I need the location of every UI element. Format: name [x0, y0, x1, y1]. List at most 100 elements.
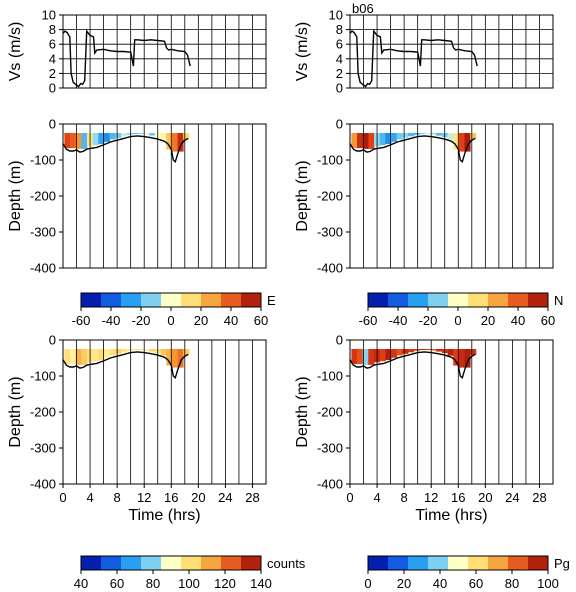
colorbar-tick-label: 40 [433, 576, 447, 591]
vs-series-line [62, 29, 191, 88]
colorbar-tick-label: 40 [74, 576, 88, 591]
heatmap-cell [143, 133, 150, 135]
colorbar-swatch [81, 556, 102, 570]
heatmap-cell [357, 349, 364, 365]
colorbar-swatch [161, 293, 182, 307]
colorbar-tick-label: -40 [102, 313, 121, 328]
y-tick-label: -100 [30, 153, 56, 168]
colorbar-tick-label: 100 [537, 576, 559, 591]
heatmap-cell [126, 349, 133, 351]
heatmap-cell [396, 133, 403, 140]
colorbar-tick-label: 140 [250, 576, 272, 591]
colorbar-tick-label: 0 [454, 313, 461, 328]
colorbar-swatch [201, 293, 222, 307]
x-axis-label: Time (hrs) [128, 507, 200, 524]
heatmap-cell [385, 133, 392, 144]
x-tick-label: 16 [164, 490, 178, 505]
heatmap-cell [407, 133, 414, 137]
colorbar-swatch [181, 556, 202, 570]
heatmap-cell [402, 349, 409, 354]
colorbar-tick-label: -60 [72, 313, 91, 328]
heatmap-cell [453, 133, 460, 150]
x-tick-label: 16 [451, 490, 465, 505]
colorbar-swatch [101, 556, 122, 570]
colorbar-tick-label: 100 [178, 576, 200, 591]
colorbar-swatch [121, 293, 142, 307]
heatmap-cell [120, 349, 127, 353]
colorbar-tick-label: 60 [469, 576, 483, 591]
colorbar-swatch [368, 293, 389, 307]
heatmap-cell [132, 133, 139, 134]
heatmap-cell [351, 133, 358, 149]
heatmap-cell [171, 349, 178, 368]
heatmap-cell [177, 133, 184, 152]
y-tick-label: -200 [317, 189, 343, 204]
x-tick-label: 12 [424, 490, 438, 505]
heatmap-cell [453, 349, 460, 366]
colorbar-frame [80, 555, 262, 571]
colorbar-tick-label: 40 [224, 313, 238, 328]
depth-plot-frame [349, 339, 554, 485]
x-tick-label: 0 [59, 490, 66, 505]
depth-plot-frame [62, 339, 267, 485]
heatmap-cell [385, 349, 392, 360]
colorbar-tick-label: 20 [397, 576, 411, 591]
colorbar-label: N [554, 293, 563, 308]
y-tick-label: -200 [317, 405, 343, 420]
heatmap-cell [464, 349, 471, 368]
heatmap-cell [447, 133, 454, 140]
y-tick-label: 4 [49, 51, 56, 66]
colorbar-tick-label: 60 [254, 313, 268, 328]
depth-plot-frame [62, 123, 267, 269]
heatmap-cell [379, 349, 386, 362]
y-axis-label: Depth (m) [294, 376, 311, 447]
colorbar-counts [80, 555, 262, 574]
y-tick-label: -300 [30, 225, 56, 240]
colorbar-swatch [468, 293, 489, 307]
heatmap-cell [92, 349, 99, 362]
heatmap-cell [81, 349, 88, 365]
y-tick-label: 6 [49, 37, 56, 52]
heatmap-cell [115, 349, 122, 354]
grid [76, 124, 253, 268]
heatmap-cell [391, 349, 398, 358]
heatmap-cell [160, 133, 167, 140]
heatmap-cell [104, 133, 111, 142]
colorbar-swatch [368, 556, 389, 570]
heatmap-cell [430, 349, 437, 351]
heatmap-cell [362, 349, 369, 365]
colorbar-tick-label: 60 [541, 313, 555, 328]
station-label: b06 [352, 1, 374, 16]
colorbar-swatch [488, 293, 509, 307]
colorbar-swatch [181, 293, 202, 307]
y-tick-label: 2 [49, 66, 56, 81]
heatmap-cell [75, 349, 82, 365]
x-axis-label: Time (hrs) [415, 507, 487, 524]
heatmap-cell [98, 349, 105, 360]
heatmap-cell [470, 133, 477, 139]
y-tick-label: 2 [336, 66, 343, 81]
heatmap-cell [64, 349, 71, 365]
colorbar-swatch [141, 293, 162, 307]
x-tick-label: 8 [401, 490, 408, 505]
heatmap-cell [109, 349, 116, 356]
y-tick-label: -100 [30, 369, 56, 384]
heatmap-cells [351, 349, 477, 368]
heatmap-cell [436, 349, 443, 352]
x-tick-label: 8 [114, 490, 121, 505]
heatmap-cell [357, 133, 364, 149]
heatmap-cell [160, 349, 167, 356]
heatmap-cell [183, 133, 190, 139]
colorbar-swatch [201, 556, 222, 570]
colorbar-tick-label: 120 [214, 576, 236, 591]
heatmap-cell [379, 133, 386, 146]
x-tick-label: 4 [373, 490, 380, 505]
heatmap-cell [126, 133, 133, 135]
vs-plot-frame [62, 14, 267, 89]
heatmap-cell [166, 133, 173, 150]
y-tick-label: -400 [317, 261, 343, 276]
colorbar-swatch [528, 293, 549, 307]
colorbar-swatch [528, 556, 549, 570]
colorbar-E [80, 292, 262, 311]
heatmap-cell [149, 133, 156, 136]
